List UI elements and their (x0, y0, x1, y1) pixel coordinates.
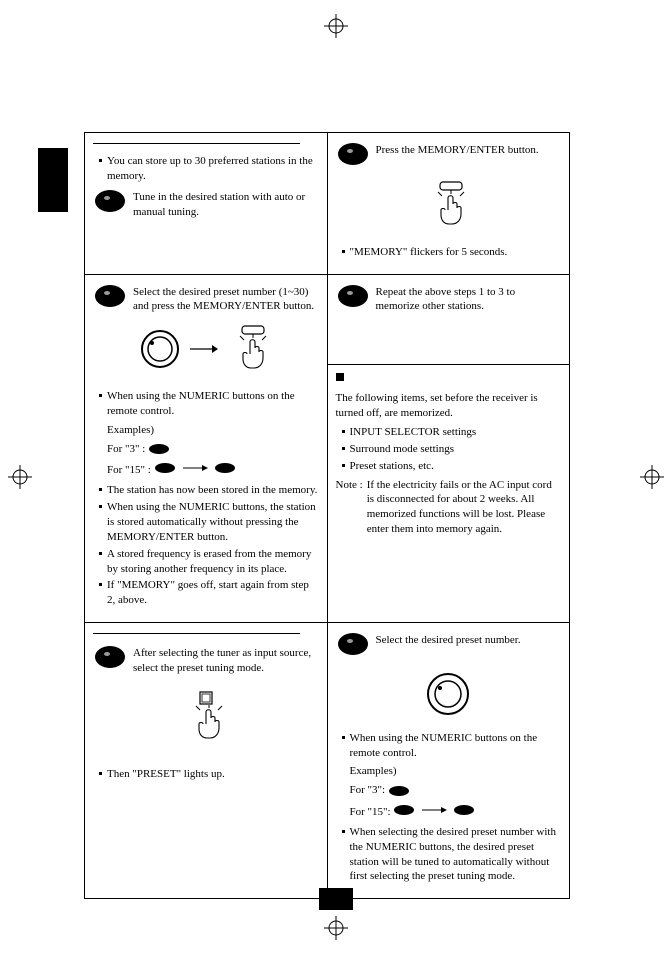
oval-button-icon (336, 141, 370, 172)
oval-button-icon (336, 631, 370, 662)
text: If the electricity fails or the AC input… (367, 478, 561, 537)
arrow-right-icon (182, 463, 208, 478)
text: If "MEMORY" goes off, start again from s… (99, 578, 319, 608)
arrow-right-icon (188, 342, 218, 361)
cell-memorized-items: The following items, set before the rece… (327, 364, 570, 623)
oval-button-icon (93, 283, 127, 315)
section-marker-icon (336, 373, 344, 381)
cropmark-bottom-icon (324, 916, 348, 940)
instruction-grid: You can store up to 30 preferred station… (84, 132, 570, 899)
small-button-icon (148, 443, 170, 455)
hand-press-button-icon (224, 324, 274, 379)
text: After selecting the tuner as input sourc… (133, 644, 319, 676)
text: For "15": (350, 806, 391, 818)
cropmark-right-icon (640, 465, 664, 489)
cell-select-preset-number: Select the desired preset number. When u… (327, 623, 570, 899)
cell-press-memory: Press the MEMORY/ENTER button. "MEMORY" … (327, 133, 570, 275)
text: The following items, set before the rece… (336, 391, 562, 421)
cell-select-tuner: After selecting the tuner as input sourc… (85, 623, 328, 899)
text: Examples) (93, 423, 319, 438)
content-area: You can store up to 30 preferred station… (84, 132, 570, 870)
text: "MEMORY" flickers for 5 seconds. (342, 245, 562, 260)
text: INPUT SELECTOR settings (342, 425, 562, 440)
oval-button-icon (93, 644, 127, 676)
text: You can store up to 30 preferred station… (99, 154, 319, 184)
text: A stored frequency is erased from the me… (99, 547, 319, 577)
text: When selecting the desired preset number… (342, 825, 562, 884)
text: Then "PRESET" lights up. (99, 767, 319, 782)
dial-icon (138, 327, 182, 376)
text: Select the desired preset number (1~30) … (133, 283, 319, 315)
text: For "15" : (107, 464, 151, 476)
text: When using the NUMERIC buttons on the re… (99, 389, 319, 419)
text: The station has now been stored in the m… (99, 483, 319, 498)
text: When using the NUMERIC buttons on the re… (342, 731, 562, 761)
text: Surround mode settings (342, 442, 562, 457)
arrow-right-icon (421, 805, 447, 820)
cropmark-left-icon (8, 465, 32, 489)
hand-press-square-icon (93, 690, 319, 751)
text: For "3" : (107, 443, 145, 455)
text: Press the MEMORY/ENTER button. (376, 141, 562, 172)
hand-press-button-icon (336, 180, 562, 235)
oval-button-icon (336, 283, 370, 315)
text: Preset stations, etc. (342, 459, 562, 474)
text: Select the desired preset number. (376, 631, 562, 662)
dial-icon (336, 670, 562, 723)
cropmark-top-icon (324, 14, 348, 38)
text: Examples) (336, 764, 562, 779)
cell-repeat-steps: Repeat the above steps 1 to 3 to memoriz… (327, 274, 570, 364)
small-button-icon (388, 785, 410, 797)
small-button-icon (453, 804, 475, 821)
cell-store-stations: You can store up to 30 preferred station… (85, 133, 328, 275)
section-tab (38, 148, 68, 212)
small-button-icon (214, 462, 236, 479)
small-button-icon (393, 804, 415, 821)
text: Repeat the above steps 1 to 3 to memoriz… (376, 283, 562, 315)
text: For "3": (350, 784, 386, 796)
text: When using the NUMERIC buttons, the stat… (99, 500, 319, 545)
oval-button-icon (93, 188, 127, 220)
cell-select-preset: Select the desired preset number (1~30) … (85, 274, 328, 623)
document-page: You can store up to 30 preferred station… (0, 0, 672, 954)
text: Note : (336, 478, 363, 537)
text: Tune in the desired station with auto or… (133, 188, 319, 220)
small-button-icon (154, 462, 176, 479)
